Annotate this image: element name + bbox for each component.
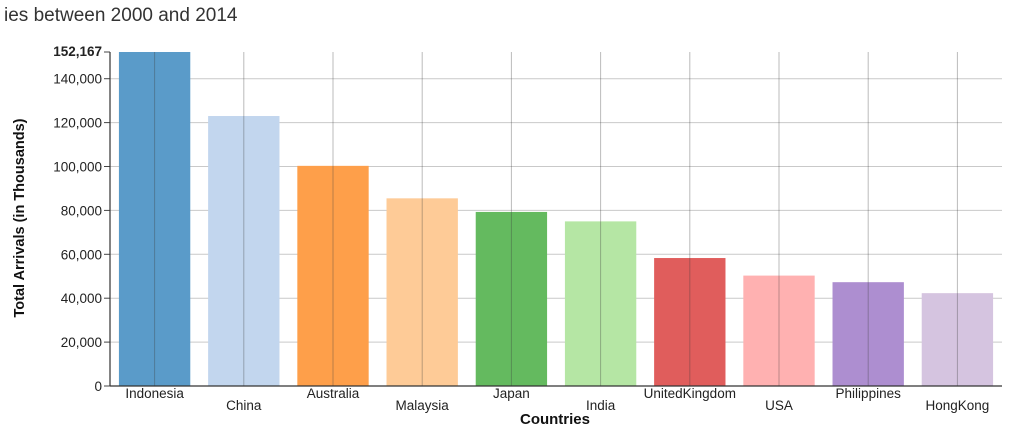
bar-philippines (832, 282, 904, 386)
bar-usa (743, 275, 815, 386)
x-category-labels: Indonesia China Australia Malaysia Japan Indi… (125, 386, 989, 413)
x-category-label: Philippines (836, 386, 902, 401)
x-category-label: HongKong (925, 398, 989, 413)
chart-title: ies between 2000 and 2014 (4, 5, 238, 26)
bar-malaysia (386, 198, 458, 386)
y-axis-title: Total Arrivals (in Thousands) (12, 118, 28, 317)
y-max-label: 152,167 (53, 44, 102, 59)
vertical-grid-lines (154, 52, 958, 386)
y-tick-label: 40,000 (61, 291, 102, 306)
axes (104, 51, 1002, 387)
x-category-label: China (226, 398, 262, 413)
bars-group (118, 52, 994, 386)
x-category-label: Japan (493, 386, 530, 401)
y-tick-label: 100,000 (53, 160, 102, 175)
bar-indonesia (118, 52, 191, 386)
bar-india (564, 221, 637, 386)
x-axis-title: Countries (520, 411, 590, 428)
x-category-label: Malaysia (396, 398, 450, 413)
bar-hongkong (921, 293, 994, 386)
bar-australia (297, 165, 369, 386)
bar-china (208, 116, 280, 386)
y-tick-label: 60,000 (61, 247, 102, 262)
y-tick-label: 140,000 (53, 72, 102, 87)
y-tick-label: 20,000 (61, 335, 102, 350)
y-tick-label: 120,000 (53, 116, 102, 131)
bar-japan (475, 211, 548, 386)
y-tick-labels: 0 20,000 40,000 60,000 80,000 100,000 120,000 1… (53, 44, 102, 394)
y-tick-label: 0 (94, 379, 102, 394)
x-category-label: India (586, 398, 616, 413)
x-category-label: Australia (307, 386, 360, 401)
x-category-label: USA (765, 398, 793, 413)
bar-unitedkingdom (654, 258, 726, 386)
x-category-label: UnitedKingdom (644, 386, 736, 401)
y-tick-label: 80,000 (61, 203, 102, 218)
x-category-label: Indonesia (125, 386, 184, 401)
